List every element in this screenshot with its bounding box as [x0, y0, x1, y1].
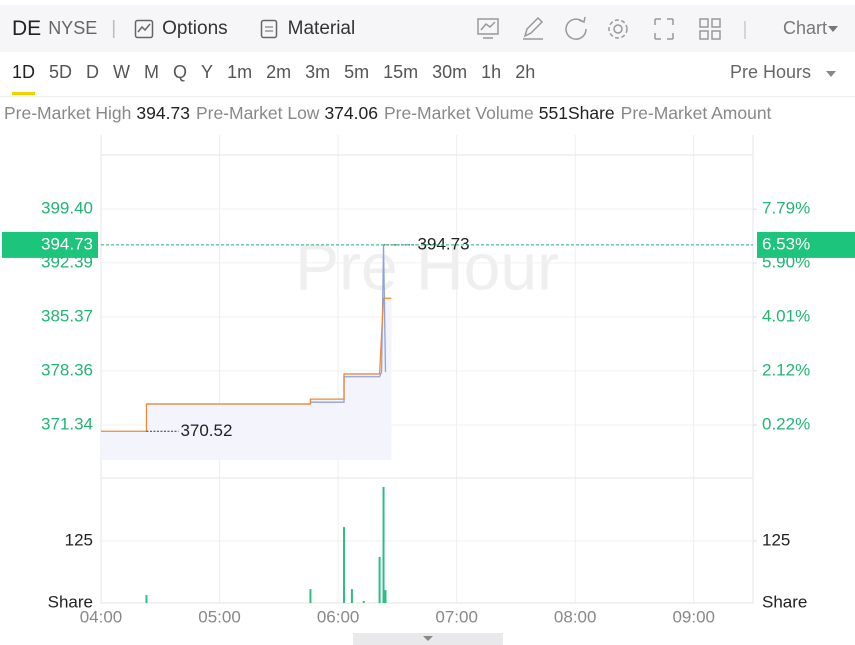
period-bar: 1D 5D D W M Q Y 1m 2m 3m 5m 15m 30m 1h 2h Pre Hours: [0, 52, 855, 97]
last-change-tag: [757, 231, 855, 258]
y-tick-label: 125: [65, 530, 93, 549]
x-tick-label: 09:00: [672, 607, 715, 626]
period-tab[interactable]: 5D: [49, 61, 73, 82]
period-tab[interactable]: Q: [173, 61, 188, 82]
watermark: Pre Hour: [295, 229, 559, 303]
period-tab[interactable]: W: [113, 61, 131, 82]
area: [101, 298, 392, 460]
x-tick-label: 07:00: [435, 607, 478, 626]
volume-bar: [343, 527, 346, 603]
plot-background: [101, 155, 753, 603]
y-axis-label: Share: [48, 592, 93, 611]
last-price-label: 394.73: [41, 234, 93, 253]
stat-label: Pre-Market High: [4, 103, 132, 123]
last-price-tag: [2, 231, 98, 258]
period-tab[interactable]: Y: [201, 61, 214, 82]
volume-bar: [362, 601, 365, 603]
stats-row: Pre-Market High 394.73 Pre-Market Low 374.0…: [4, 103, 855, 124]
x-tick-label: 06:00: [317, 607, 360, 626]
toolbar: DE NYSE | Options Material Chart: [0, 5, 855, 52]
options-icon: [134, 19, 154, 38]
period-tab[interactable]: 1h: [481, 61, 502, 82]
period-tab[interactable]: 1m: [227, 61, 253, 82]
period-tab[interactable]: 30m: [432, 61, 468, 82]
period-tab[interactable]: M: [144, 61, 160, 82]
stat-value: 551Share: [538, 103, 615, 123]
volume-bar: [378, 556, 381, 603]
x-tick-label: 08:00: [554, 607, 597, 626]
x-tick-label: 05:00: [198, 607, 241, 626]
y2-tick-label: 4.01%: [762, 306, 810, 325]
y-tick-label: 385.37: [41, 306, 93, 325]
y2-tick-label: 125: [762, 530, 790, 549]
chart-menu[interactable]: Chart: [782, 18, 827, 38]
volume-bar: [350, 589, 353, 603]
volume-bar: [382, 486, 385, 603]
price-line: [101, 297, 392, 432]
chart-menu-arrow: [828, 25, 838, 32]
session-arrow: [826, 71, 836, 77]
options-label: Options: [162, 17, 228, 39]
session-select[interactable]: Pre Hours: [729, 61, 811, 82]
last-change-label: 6.53%: [762, 234, 810, 253]
material-label: Material: [287, 17, 356, 39]
annotation-label: 394.73: [418, 234, 470, 253]
y2-axis-label: Share: [762, 592, 807, 611]
period-tab[interactable]: 2h: [515, 61, 536, 82]
volume-bar: [384, 590, 387, 603]
tool-icons[interactable]: [475, 14, 775, 44]
stat-label: Pre-Market Volume: [383, 103, 534, 123]
stat-label: Pre-Market Low: [195, 103, 320, 123]
period-tab[interactable]: 5m: [344, 61, 370, 82]
symbol: DE: [12, 16, 42, 40]
period-tab[interactable]: 15m: [383, 61, 419, 82]
scroll-arrow: [423, 636, 433, 641]
stat-value: 374.06: [324, 103, 378, 123]
stat-value: 394.73: [136, 103, 190, 123]
exchange: NYSE: [48, 18, 98, 38]
volume-bar: [145, 595, 148, 603]
y-tick-label: 371.34: [41, 414, 93, 433]
volume-bar: [309, 589, 312, 603]
y2-tick-label: 0.22%: [762, 414, 810, 433]
y-tick-label: 399.40: [41, 198, 93, 217]
options-button[interactable]: Options: [134, 17, 228, 40]
period-tab[interactable]: D: [86, 61, 100, 82]
stat-label: Pre-Market Amount: [620, 103, 772, 123]
y2-tick-label: 7.79%: [762, 199, 810, 218]
x-tick-label: 04:00: [80, 607, 123, 626]
period-tab[interactable]: 2m: [266, 61, 292, 82]
y-tick-label: 378.36: [41, 360, 93, 379]
period-tab[interactable]: 1D: [12, 62, 36, 95]
annotation-label: 370.52: [180, 421, 232, 440]
material-icon: [260, 19, 277, 38]
separator: |: [111, 17, 117, 39]
period-tab[interactable]: 3m: [305, 61, 331, 82]
y2-tick-label: 2.12%: [762, 360, 810, 379]
material-button[interactable]: Material: [260, 17, 356, 40]
